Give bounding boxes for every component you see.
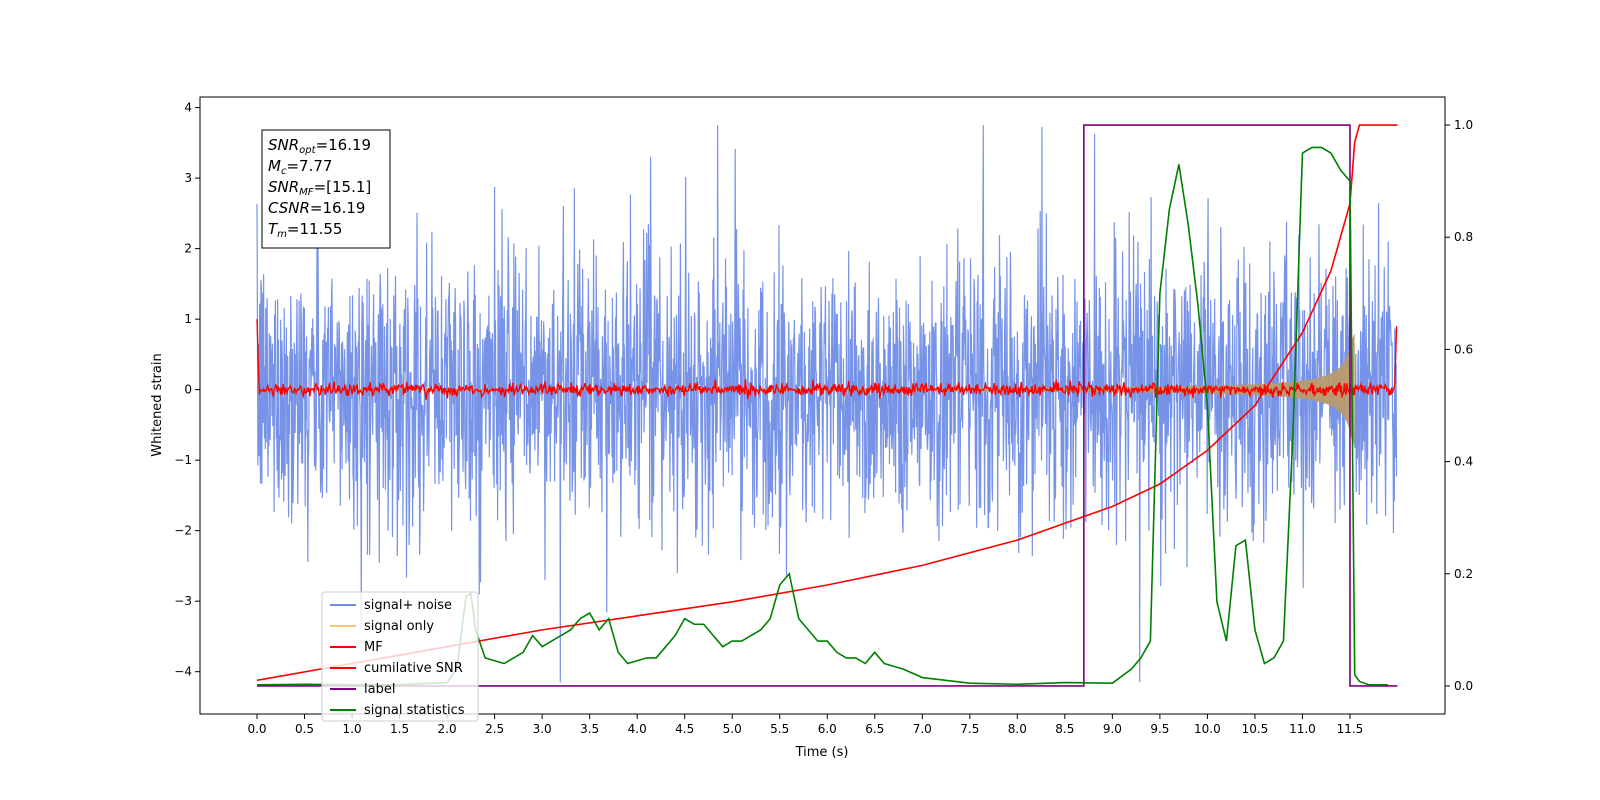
series-cumilative-snr — [256, 124, 1398, 682]
plot-frame — [199, 96, 1446, 715]
legend-entry-cumilative-snr: cumilative SNR — [364, 661, 463, 676]
legend-entry-signal-statistics: signal statistics — [364, 703, 465, 718]
legend-entry-signal-noise: signal+ noise — [364, 598, 452, 613]
y-tick-label-left: −1 — [174, 453, 192, 467]
label-line — [257, 124, 1398, 687]
y-tick-label-left: 4 — [184, 101, 192, 115]
series-signal-statistics — [257, 146, 1388, 686]
annotation-line: CSNR=16.19 — [268, 199, 365, 217]
y-tick-label-left: −2 — [174, 524, 192, 538]
y-tick-label-left: 2 — [184, 242, 192, 256]
x-tick-label: 3.0 — [533, 722, 552, 736]
legend-entry-label: label — [364, 682, 395, 697]
x-tick-label: 5.5 — [770, 722, 789, 736]
x-axis-label: Time (s) — [795, 745, 849, 760]
x-tick-label: 7.5 — [960, 722, 979, 736]
x-axis: 0.0 0.5 1.0 1.5 2.0 2.5 3.0 3.5 4.0 4.5 5.0 5.5 6.0 6… — [247, 714, 1363, 736]
x-tick-label: 2.0 — [438, 722, 457, 736]
x-tick-label: 2.5 — [485, 722, 504, 736]
series-label — [257, 124, 1398, 687]
y-tick-label-right: 0.2 — [1454, 567, 1473, 581]
x-tick-label: 8.5 — [1055, 722, 1074, 736]
y-axis-label-left: Whitened strain — [150, 353, 165, 456]
y-tick-label-left: −4 — [174, 665, 192, 679]
x-tick-label: 4.0 — [628, 722, 647, 736]
x-tick-label: 11.0 — [1289, 722, 1316, 736]
cumilative-snr-line — [256, 124, 1398, 682]
annotation-line: Mc=7.77 — [268, 157, 332, 177]
y-tick-label-left: 0 — [184, 383, 192, 397]
y-tick-label-right: 0.6 — [1454, 342, 1473, 356]
legend-entry-signal-only: signal only — [364, 619, 434, 634]
y-tick-label-right: 1.0 — [1454, 118, 1473, 132]
annotation-line: SNRMF=[15.1] — [268, 178, 371, 198]
y-axis-left: 4 3 2 1 0 −1 −2 −3 −4 — [174, 101, 200, 679]
x-tick-label: 11.5 — [1337, 722, 1364, 736]
x-tick-label: 10.0 — [1194, 722, 1221, 736]
x-tick-label: 3.5 — [580, 722, 599, 736]
annotation-line: SNRopt=16.19 — [268, 136, 371, 156]
x-tick-label: 1.0 — [343, 722, 362, 736]
y-tick-label-left: 1 — [184, 312, 192, 326]
y-tick-label-left: 3 — [184, 171, 192, 185]
y-tick-label-right: 0.4 — [1454, 455, 1473, 469]
x-tick-label: 6.5 — [865, 722, 884, 736]
x-tick-label: 9.0 — [1103, 722, 1122, 736]
x-tick-label: 9.5 — [1150, 722, 1169, 736]
x-tick-label: 10.5 — [1242, 722, 1269, 736]
x-tick-label: 5.0 — [723, 722, 742, 736]
signal-statistics-line — [257, 146, 1388, 686]
y-tick-label-left: −3 — [174, 594, 192, 608]
x-tick-label: 0.5 — [295, 722, 314, 736]
legend: signal+ noise signal only MF cumilative SNR… — [321, 591, 479, 722]
x-tick-label: 6.0 — [818, 722, 837, 736]
x-tick-label: 4.5 — [675, 722, 694, 736]
y-tick-label-right: 0.0 — [1454, 679, 1473, 693]
x-tick-label: 7.0 — [913, 722, 932, 736]
y-tick-label-right: 0.8 — [1454, 230, 1473, 244]
legend-entry-mf: MF — [364, 640, 383, 655]
annotation-line: Tm=11.55 — [268, 220, 342, 240]
x-tick-label: 1.5 — [390, 722, 409, 736]
annotation-box: SNRopt=16.19Mc=7.77SNRMF=[15.1]CSNR=16.1… — [261, 129, 391, 249]
y-axis-right: 1.0 0.8 0.6 0.4 0.2 0.0 — [1445, 118, 1473, 693]
x-tick-label: 8.0 — [1008, 722, 1027, 736]
x-tick-label: 0.0 — [247, 722, 266, 736]
